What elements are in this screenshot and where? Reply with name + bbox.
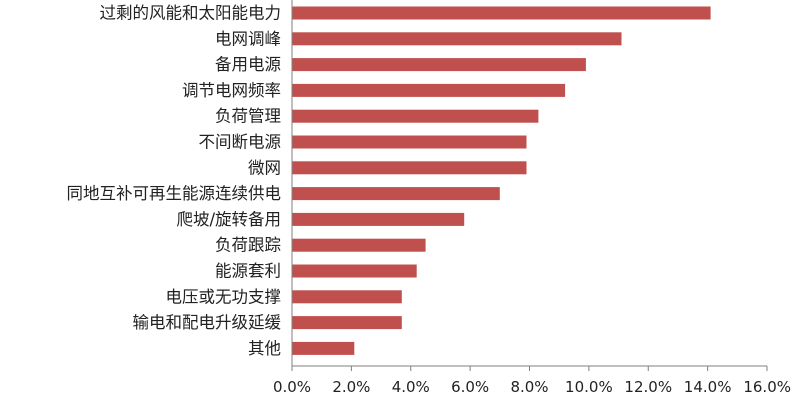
x-tick-label-3: 6.0% xyxy=(451,378,489,396)
x-tick-label-1: 2.0% xyxy=(332,378,370,396)
x-tick-label-6: 12.0% xyxy=(624,378,672,396)
category-label-8: 爬坡/旋转备用 xyxy=(176,210,281,229)
x-tick-label-5: 10.0% xyxy=(565,378,613,396)
bars-group xyxy=(292,7,711,355)
category-label-10: 能源套利 xyxy=(215,262,281,281)
category-label-11: 电压或无功支撑 xyxy=(166,287,282,306)
bar-10 xyxy=(292,265,417,278)
category-label-2: 备用电源 xyxy=(215,55,281,74)
bar-6 xyxy=(292,161,527,174)
category-label-3: 调节电网频率 xyxy=(182,81,281,100)
category-label-0: 过剩的风能和太阳能电力 xyxy=(100,4,282,23)
category-label-12: 输电和配电升级延缓 xyxy=(133,313,282,332)
bar-0 xyxy=(292,7,711,20)
category-label-1: 电网调峰 xyxy=(215,29,281,48)
bar-8 xyxy=(292,213,464,226)
bar-7 xyxy=(292,187,500,200)
bar-3 xyxy=(292,84,565,97)
x-tick-label-4: 8.0% xyxy=(510,378,548,396)
category-label-7: 同地互补可再生能源连续供电 xyxy=(67,184,282,203)
x-tick-marks xyxy=(292,366,767,371)
bar-5 xyxy=(292,136,527,149)
category-label-9: 负荷跟踪 xyxy=(215,236,281,255)
category-label-6: 微网 xyxy=(248,158,281,177)
category-label-4: 负荷管理 xyxy=(215,107,281,126)
bar-1 xyxy=(292,32,622,45)
bar-11 xyxy=(292,290,402,303)
category-label-13: 其他 xyxy=(248,339,281,358)
x-tick-label-0: 0.0% xyxy=(273,378,311,396)
x-tick-label-8: 16.0% xyxy=(743,378,791,396)
bar-4 xyxy=(292,110,538,123)
bar-9 xyxy=(292,239,426,252)
bar-13 xyxy=(292,342,354,355)
bar-2 xyxy=(292,58,586,71)
category-labels: 过剩的风能和太阳能电力电网调峰备用电源调节电网频率负荷管理不间断电源微网同地互补… xyxy=(67,4,282,358)
x-tick-labels: 0.0% 2.0% 4.0% 6.0% 8.0% 10.0% 12.0% 14.0% 16.0% xyxy=(273,378,791,396)
category-label-5: 不间断电源 xyxy=(199,133,282,152)
x-tick-label-7: 14.0% xyxy=(684,378,732,396)
x-tick-label-2: 4.0% xyxy=(392,378,430,396)
bar-12 xyxy=(292,316,402,329)
